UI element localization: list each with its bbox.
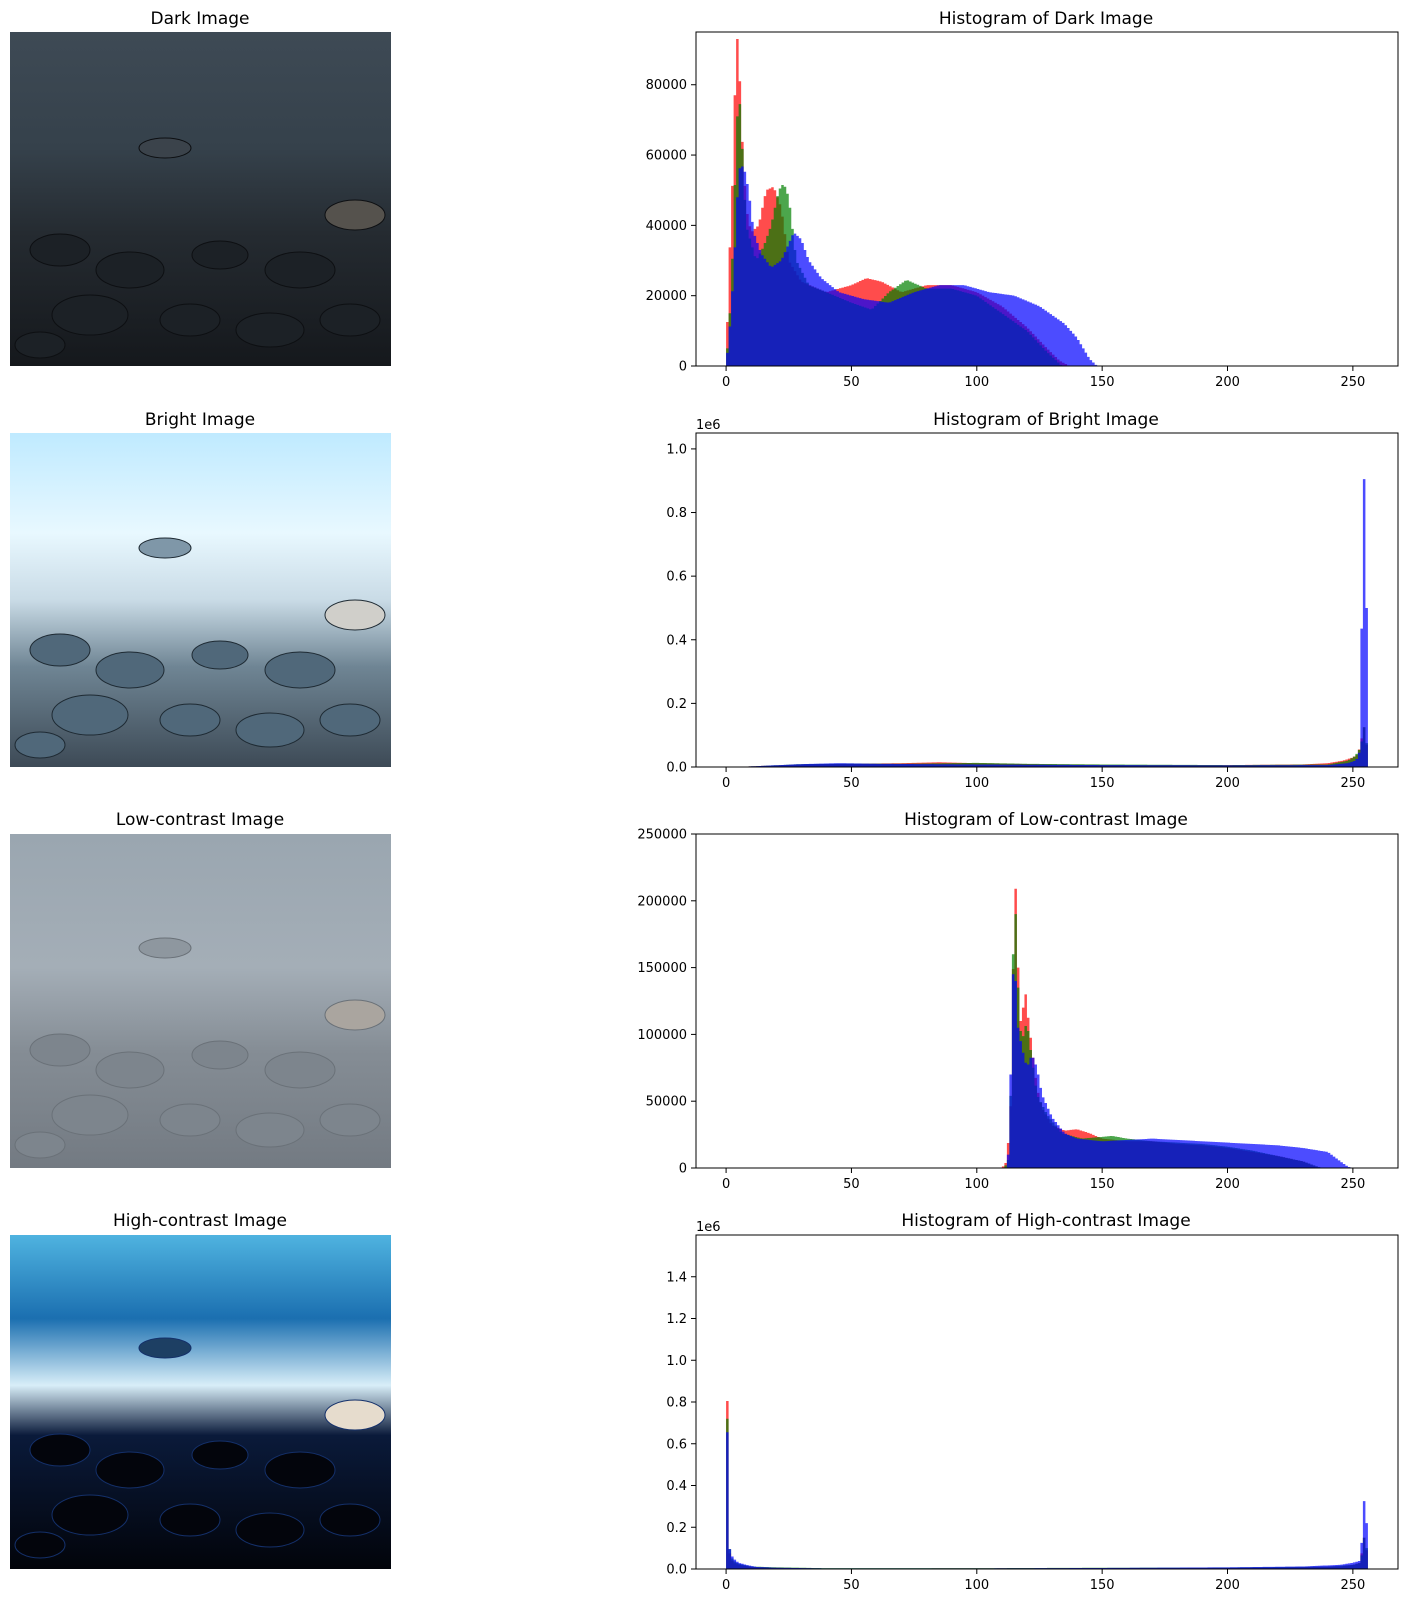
- y-tick-label: 0.0: [666, 761, 687, 776]
- axes-frame: [695, 833, 1399, 1169]
- x-tick-label: 250: [1340, 1578, 1365, 1593]
- y-tick-label: 200000: [637, 894, 687, 909]
- x-tick-label: 150: [1090, 776, 1115, 791]
- y-tick-label: 0.2: [666, 1521, 687, 1536]
- y-tick-label: 1.2: [666, 1312, 687, 1327]
- x-tick-label: 50: [843, 375, 860, 390]
- x-tick-label: 200: [1215, 375, 1240, 390]
- x-tick-label: 250: [1340, 375, 1365, 390]
- y-tick-label: 50000: [646, 1095, 687, 1110]
- y-tick-label: 100000: [637, 1028, 687, 1043]
- hist-axis: 0 50 100 150 200 250 0 20000 40000 60000 80000: [646, 31, 1399, 390]
- y-tick-label: 20000: [646, 289, 687, 304]
- y-tick-label: 60000: [646, 149, 687, 164]
- hist-axes: [696, 433, 1398, 767]
- x-tick-label: 150: [1090, 1177, 1115, 1192]
- y-tick-label: 150000: [637, 961, 687, 976]
- x-tick-label: 200: [1215, 776, 1240, 791]
- x-tick-label: 50: [843, 1177, 860, 1192]
- image-title: Low-contrast Image: [116, 810, 284, 830]
- y-tick-label: 0.8: [666, 1396, 687, 1411]
- y-tick-label: 0.6: [666, 1437, 687, 1452]
- image-panel-low-contrast: Low-contrast Image: [10, 810, 391, 1168]
- histogram-panel-bright: Histogram of Bright Image 1e6 0 50 100 150 2…: [666, 410, 1399, 791]
- histogram-panel-high-contrast: Histogram of High-contrast Image 1e6 0 50…: [666, 1211, 1399, 1593]
- x-tick-label: 250: [1340, 1177, 1365, 1192]
- y-tick-label: 1.0: [666, 1354, 687, 1369]
- x-tick-label: 100: [964, 1177, 989, 1192]
- y-tick-label: 0.4: [666, 1479, 687, 1494]
- x-tick-label: 0: [722, 375, 730, 390]
- hist-offset: 1e6: [696, 1220, 721, 1235]
- y-tick-label: 80000: [646, 78, 687, 93]
- hist-title: Histogram of Bright Image: [933, 410, 1159, 430]
- hist-title: Histogram of Low-contrast Image: [904, 810, 1188, 830]
- hist-axis: 0 50 100 150 200 250 0 50000 100000 150000 200000 2…: [637, 828, 1399, 1192]
- hist-axes: [696, 1235, 1398, 1569]
- x-tick-label: 150: [1090, 1578, 1115, 1593]
- hist-offset: 1e6: [696, 418, 721, 433]
- hist-axis: 0 50 100 150 200 250 0.0 0.2 0.4 0.6 0.8 1.0: [666, 432, 1399, 791]
- hist-series-blue: [726, 974, 1368, 1168]
- y-tick-label: 0.8: [666, 506, 687, 521]
- x-tick-label: 0: [722, 1578, 730, 1593]
- x-tick-label: 50: [843, 1578, 860, 1593]
- y-tick-label: 0.2: [666, 697, 687, 712]
- histogram-panel-low-contrast: Histogram of Low-contrast Image 0 50 100 15…: [637, 810, 1399, 1192]
- image-title: High-contrast Image: [113, 1211, 287, 1231]
- x-tick-label: 0: [722, 776, 730, 791]
- histogram-panel-dark: Histogram of Dark Image 0 50 100 150 200 2500…: [646, 9, 1399, 390]
- hist-title: Histogram of High-contrast Image: [901, 1211, 1190, 1231]
- y-tick-label: 40000: [646, 219, 687, 234]
- y-tick-label: 0.4: [666, 633, 687, 648]
- image-title: Bright Image: [145, 410, 255, 430]
- y-tick-label: 1.0: [666, 442, 687, 457]
- hist-series-blue: [726, 166, 1368, 366]
- x-tick-label: 100: [964, 375, 989, 390]
- x-tick-label: 100: [964, 776, 989, 791]
- y-tick-label: 0.6: [666, 570, 687, 585]
- x-tick-label: 150: [1090, 375, 1115, 390]
- image-panel-high-contrast: High-contrast Image: [10, 1211, 391, 1569]
- hist-title: Histogram of Dark Image: [939, 9, 1153, 29]
- pebbles-high: [14, 1337, 386, 1559]
- hist-series: [726, 39, 1368, 366]
- x-tick-label: 0: [722, 1177, 730, 1192]
- pebbles-dark: [14, 137, 386, 359]
- image-panel-dark: Dark Image: [10, 9, 391, 366]
- pebbles-low: [14, 937, 386, 1159]
- hist-series: [726, 888, 1368, 1168]
- pebbles-bright: [14, 537, 386, 759]
- y-tick-label: 1.4: [666, 1270, 687, 1285]
- x-tick-label: 100: [964, 1578, 989, 1593]
- y-tick-label: 250000: [637, 828, 687, 843]
- y-tick-label: 0: [679, 1162, 687, 1177]
- y-tick-label: 0.0: [666, 1563, 687, 1578]
- axes-frame: [695, 31, 1399, 367]
- image-panel-bright: Bright Image: [10, 410, 391, 767]
- hist-axis: 0 50 100 150 200 250 0.0 0.2 0.4 0.6 0.8 1.0 1.2 1.4: [666, 1234, 1399, 1593]
- y-tick-label: 0: [679, 360, 687, 375]
- x-tick-label: 50: [843, 776, 860, 791]
- image-title: Dark Image: [151, 9, 250, 29]
- hist-series-green: [726, 104, 1368, 366]
- axes-frame: [695, 432, 1399, 768]
- x-tick-label: 250: [1340, 776, 1365, 791]
- x-tick-label: 200: [1215, 1177, 1240, 1192]
- x-tick-label: 200: [1215, 1578, 1240, 1593]
